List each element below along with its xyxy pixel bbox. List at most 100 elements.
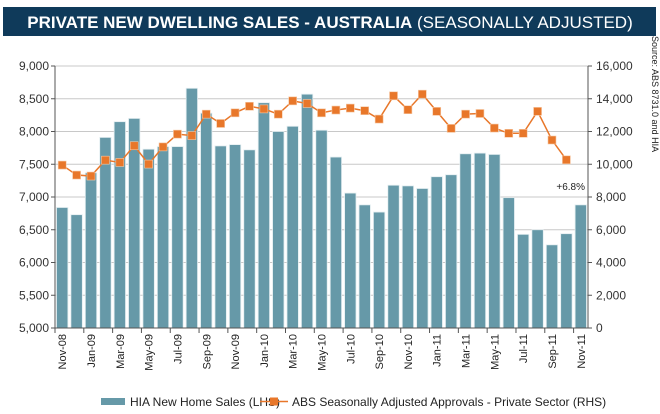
x-tick-label: May-10 — [317, 334, 329, 371]
point-Jul-11 — [518, 129, 528, 138]
point-Jul-10 — [346, 103, 355, 113]
bar-May-10 — [315, 129, 328, 329]
point-Aug-09 — [187, 131, 197, 140]
point-Jul-09 — [173, 129, 182, 139]
left-tick-label: 7,000 — [19, 190, 49, 204]
left-tick-label: 5,000 — [19, 321, 49, 335]
bar-Oct-11 — [560, 233, 573, 329]
bar-Jun-11 — [502, 197, 515, 329]
right-tick-label: 4,000 — [596, 256, 626, 270]
x-tick-label: Sep-10 — [374, 334, 386, 369]
point-Oct-09 — [216, 119, 225, 128]
right-tick-label: 12,000 — [596, 125, 633, 139]
header-band — [3, 7, 656, 36]
point-Apr-11 — [475, 109, 485, 118]
bar-Aug-10 — [358, 204, 371, 329]
point-Dec-09 — [245, 101, 254, 111]
x-tick-label: Jan-11 — [432, 334, 444, 367]
bar-May-09 — [142, 148, 155, 329]
bar-Dec-10 — [416, 188, 429, 329]
title-bold: PRIVATE NEW DWELLING SALES - AUSTRALIA — [27, 13, 412, 32]
bar-Oct-09 — [214, 145, 227, 329]
bar-May-11 — [488, 154, 501, 329]
left-tick-label: 5,500 — [19, 288, 49, 302]
axes: 5,000 5,500 6,000 6,500 7,000 7,500 8,000 8,500… — [19, 59, 633, 371]
point-Aug-10 — [360, 106, 370, 116]
bar-Aug-09 — [185, 87, 198, 329]
left-tick-label: 6,500 — [19, 223, 49, 237]
point-Oct-10 — [389, 91, 398, 101]
left-tick-label: 8,000 — [19, 125, 49, 139]
bar-Apr-11 — [473, 152, 487, 329]
point-Jan-10 — [259, 104, 269, 114]
x-tick-label: Jul-11 — [518, 334, 530, 363]
bar-Feb-11 — [445, 174, 458, 329]
point-Sep-10 — [374, 114, 384, 124]
left-tick-label: 8,500 — [19, 92, 49, 106]
point-May-10 — [317, 108, 326, 118]
bar-Jun-09 — [156, 146, 170, 329]
point-Mar-09 — [115, 158, 125, 167]
x-tick-label: Jul-09 — [172, 334, 184, 364]
point-Nov-08 — [57, 160, 67, 170]
point-Jan-11 — [432, 107, 442, 116]
bar-Sep-09 — [200, 112, 213, 329]
right-tick-label: 8,000 — [596, 190, 626, 204]
bar-Mar-11 — [459, 153, 472, 329]
point-Jun-11 — [504, 129, 514, 138]
point-Sep-11 — [547, 135, 557, 145]
point-Jan-09 — [86, 171, 96, 181]
x-tick-label: May-11 — [489, 334, 501, 370]
x-tick-label: Jul-10 — [345, 334, 357, 364]
bar-Nov-09 — [228, 144, 242, 329]
bar-Jun-10 — [329, 156, 343, 329]
x-tick-label: Mar-11 — [461, 334, 473, 368]
bar-Jan-10 — [257, 102, 270, 329]
point-Mar-11 — [461, 109, 470, 119]
bar-Mar-09 — [113, 121, 126, 329]
x-tick-label: Jan-10 — [259, 334, 271, 368]
bar-series — [56, 87, 587, 329]
point-Sep-09 — [201, 109, 211, 119]
bar-Jan-09 — [84, 172, 98, 329]
point-Dec-08 — [72, 170, 81, 180]
bar-Dec-09 — [243, 149, 256, 329]
bar-Oct-10 — [387, 184, 400, 329]
legend: HIA New Home Sales (LHS) ABS Seasonally … — [101, 395, 606, 409]
point-Apr-10 — [302, 99, 312, 108]
annotation-change: +6.8% — [556, 182, 585, 193]
point-Jun-10 — [331, 105, 341, 115]
bar-Dec-08 — [70, 214, 83, 329]
title-light: (SEASONALLY ADJUSTED) — [417, 13, 633, 32]
x-tick-label: Sep-11 — [547, 334, 559, 369]
bar-Jul-09 — [171, 146, 184, 329]
legend-bar-label: HIA New Home Sales (LHS) — [130, 395, 280, 409]
bar-Jul-11 — [517, 233, 530, 329]
legend-line-label: ABS Seasonally Adjusted Approvals - Priv… — [292, 395, 606, 409]
line-series — [57, 89, 571, 181]
point-May-09 — [144, 159, 153, 169]
point-Feb-09 — [101, 155, 110, 165]
bar-Feb-10 — [272, 131, 285, 329]
x-tick-label: Jan-09 — [86, 334, 98, 368]
bar-Jul-10 — [344, 192, 357, 329]
chart-title: PRIVATE NEW DWELLING SALES - AUSTRALIA (… — [27, 13, 632, 32]
x-tick-label: May-09 — [144, 334, 156, 371]
right-tick-label: 0 — [596, 321, 603, 335]
point-Feb-11 — [446, 124, 456, 133]
point-Feb-10 — [273, 109, 283, 119]
point-Apr-09 — [129, 141, 139, 151]
bar-Nov-08 — [56, 207, 69, 329]
source-note: Source: ABS 8731.0 and HIA — [650, 36, 660, 152]
bar-Nov-10 — [401, 185, 415, 329]
bar-Jan-11 — [430, 176, 443, 329]
bar-Sep-10 — [373, 211, 386, 329]
point-Dec-10 — [418, 89, 427, 99]
bar-Sep-11 — [545, 244, 559, 329]
left-tick-label: 7,500 — [19, 157, 49, 171]
bar-Feb-09 — [99, 136, 112, 329]
bar-Mar-10 — [286, 125, 299, 329]
x-tick-label: Nov-09 — [230, 334, 242, 369]
right-tick-label: 16,000 — [596, 59, 633, 73]
